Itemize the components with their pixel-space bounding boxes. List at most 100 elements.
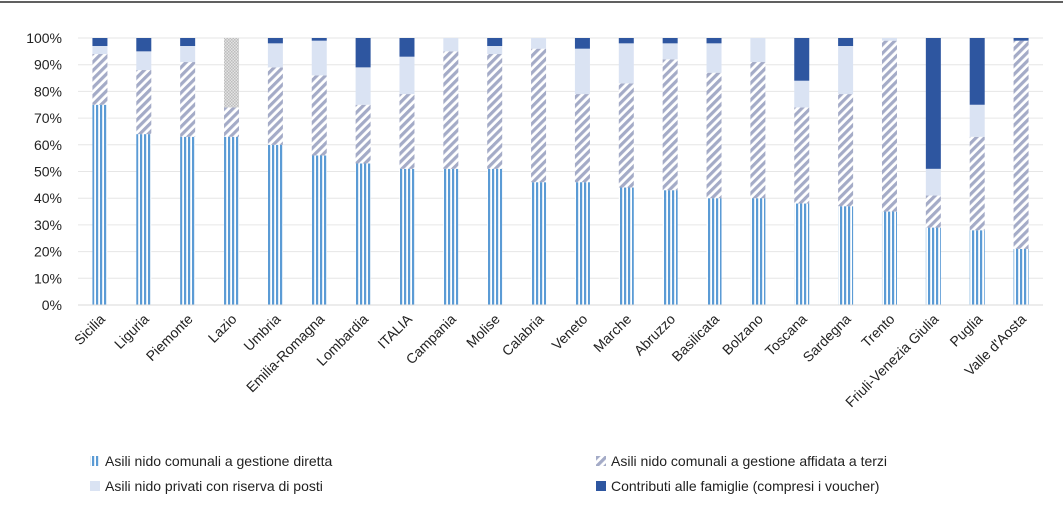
- bar-segment: [531, 48, 547, 183]
- bar-segment: [794, 107, 810, 204]
- bar-segment: [92, 38, 108, 47]
- bar-segment: [706, 43, 722, 73]
- bar-segment: [662, 43, 678, 60]
- bar-segment: [881, 211, 897, 305]
- bar-segment: [794, 203, 810, 305]
- bar-segment: [881, 40, 897, 212]
- bar-segment: [925, 38, 941, 169]
- y-tick-label: 50%: [34, 164, 62, 180]
- y-tick-label: 70%: [34, 110, 62, 126]
- bar-segment: [706, 38, 722, 44]
- x-tick-label: Sardegna: [799, 311, 853, 365]
- bar-segment: [443, 51, 459, 169]
- bar-segment: [662, 38, 678, 44]
- bar-segment: [925, 195, 941, 228]
- bar-segment: [750, 62, 766, 199]
- bar-segment: [574, 94, 590, 183]
- bar-segment: [136, 70, 152, 135]
- bar-segment: [311, 40, 327, 76]
- bar-segment: [838, 206, 854, 305]
- bar-segment: [969, 230, 985, 305]
- y-tick-label: 100%: [26, 30, 62, 46]
- bar-segment: [1013, 38, 1029, 41]
- legend-label: Asili nido comunali a gestione affidata …: [611, 453, 887, 469]
- y-tick-label: 80%: [34, 83, 62, 99]
- x-tick-label: Lazio: [205, 311, 240, 346]
- bar-segment: [618, 38, 634, 44]
- bar-segment: [399, 38, 415, 57]
- bar-segment: [838, 94, 854, 207]
- bar-segment: [794, 38, 810, 81]
- y-tick-label: 10%: [34, 270, 62, 286]
- bar-segment: [925, 227, 941, 305]
- x-tick-label: Liguria: [111, 311, 152, 352]
- bar-segment: [224, 107, 240, 137]
- bar-segment: [969, 38, 985, 105]
- bar-segment: [487, 54, 503, 169]
- legend-label: Asili nido comunali a gestione diretta: [105, 453, 332, 469]
- bar-segment: [443, 38, 459, 52]
- bar-segment: [180, 46, 196, 63]
- bar-segment: [838, 38, 854, 47]
- bar-segment: [311, 38, 327, 41]
- x-tick-label: Calabria: [499, 311, 547, 359]
- bar-segment: [443, 168, 459, 305]
- bar-segment: [311, 155, 327, 305]
- bar-segment: [574, 38, 590, 49]
- x-tick-label: Marche: [590, 311, 634, 355]
- legend-label: Asili nido privati con riserva di posti: [105, 478, 323, 494]
- bar-segment: [618, 43, 634, 84]
- bar-segment: [838, 46, 854, 95]
- bar-segment: [662, 59, 678, 191]
- x-tick-label: Trento: [858, 311, 898, 351]
- bar-segment: [399, 168, 415, 305]
- legend-swatch: [596, 481, 606, 491]
- bar-segment: [311, 75, 327, 156]
- x-tick-label: Piemonte: [143, 311, 196, 364]
- bar-segment: [180, 136, 196, 305]
- bar-segment: [706, 72, 722, 199]
- bar-segment: [224, 136, 240, 305]
- bar-segment: [136, 51, 152, 71]
- bar-segment: [1013, 40, 1029, 249]
- bar-segment: [706, 198, 722, 305]
- y-tick-label: 60%: [34, 137, 62, 153]
- bar-segment: [750, 198, 766, 305]
- bar-segment: [180, 62, 196, 137]
- bar-segment: [969, 136, 985, 231]
- bar-segment: [92, 46, 108, 55]
- x-tick-label: Veneto: [548, 311, 590, 353]
- x-tick-label: Molise: [463, 311, 503, 351]
- x-tick-label: Puglia: [946, 311, 985, 350]
- legend-swatch: [90, 481, 100, 491]
- x-tick-label: ITALIA: [374, 310, 415, 351]
- legend: Asili nido comunali a gestione diretta As…: [90, 453, 887, 494]
- bar-segment: [267, 38, 283, 44]
- bar-segment: [355, 38, 371, 68]
- x-tick-label: Emilia-Romagna: [243, 311, 328, 396]
- x-tick-label: Sicilia: [71, 311, 108, 348]
- y-tick-label: 0%: [42, 297, 62, 313]
- bar-segment: [267, 43, 283, 68]
- bar-segment: [794, 80, 810, 108]
- bar-segment: [180, 38, 196, 47]
- bar-segment: [224, 38, 240, 108]
- y-tick-label: 20%: [34, 244, 62, 260]
- bar-segment: [881, 38, 897, 41]
- bar-segment: [487, 38, 503, 47]
- bar-segment: [355, 104, 371, 164]
- bar-segment: [925, 168, 941, 196]
- bar-segment: [355, 163, 371, 305]
- bar-segment: [136, 134, 152, 305]
- bar-segment: [267, 144, 283, 305]
- x-tick-label: Basilicata: [668, 311, 722, 365]
- x-tick-label: Umbria: [240, 311, 283, 354]
- y-axis-ticks: 0% 10% 20% 30% 40% 50% 60% 70% 80% 90% 100%: [26, 30, 62, 313]
- bar-segment: [399, 94, 415, 169]
- legend-swatch: [596, 456, 606, 466]
- y-tick-label: 40%: [34, 190, 62, 206]
- bar-segment: [1013, 248, 1029, 305]
- legend-swatch: [90, 456, 100, 466]
- gridlines: [78, 37, 1043, 279]
